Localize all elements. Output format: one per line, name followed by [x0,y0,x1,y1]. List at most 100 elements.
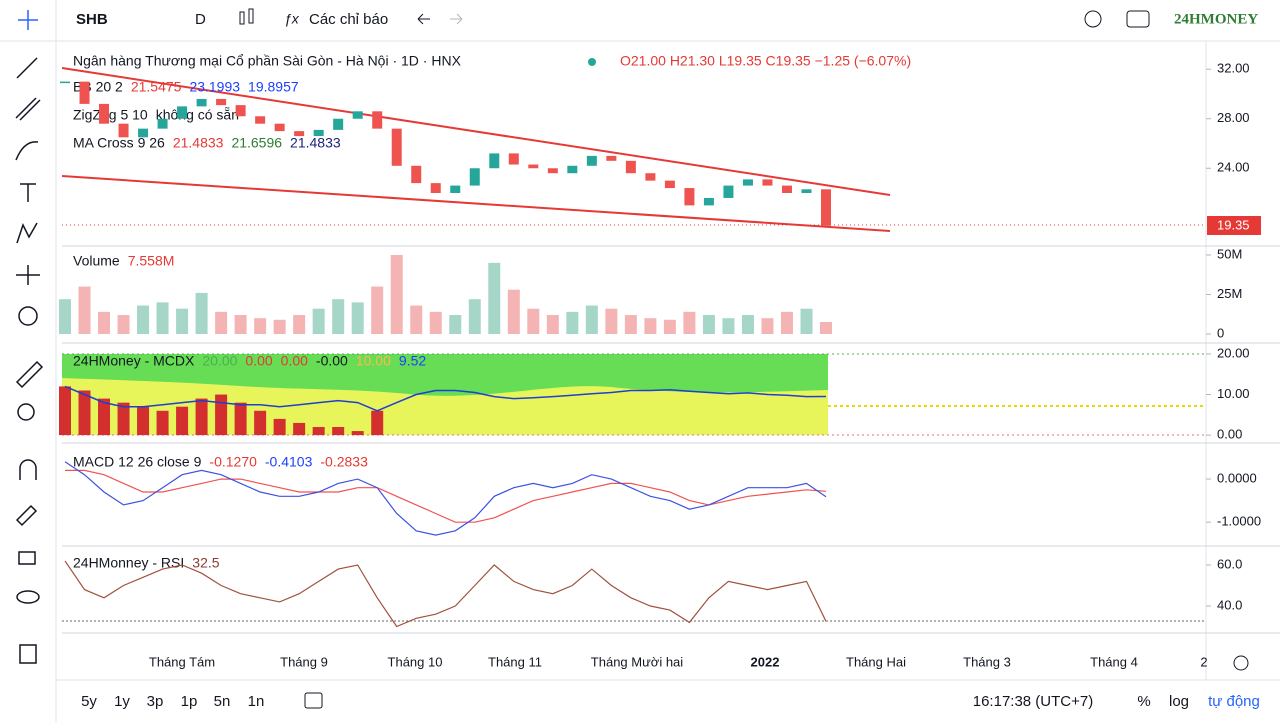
legend-value: 32.5 [192,555,219,571]
volume-bar [254,318,267,334]
time-label: Tháng 10 [388,654,443,669]
candle-icon[interactable] [239,8,254,25]
candle [118,123,129,138]
fib-tool[interactable] [15,97,41,121]
volume-bar [800,308,813,334]
candle [723,185,734,198]
candle [99,103,110,124]
redo[interactable] [450,13,463,25]
crosshair-tool[interactable] [18,10,38,30]
y-tick-label: -1.0000 [1217,514,1261,529]
snapshot[interactable] [1126,10,1150,28]
banker-bar [156,410,169,436]
candle [294,131,305,137]
legend-value: 21.4833 [173,135,224,151]
candle [742,179,753,186]
candle [469,168,480,186]
legend-value: 21.6596 [231,135,282,151]
range-button[interactable]: 5y [81,693,97,710]
rsi-values-line [64,560,827,628]
volume-bar [215,311,228,334]
legend-name: Volume [73,253,120,269]
y-tick-label: 0.0000 [1217,470,1257,485]
percent[interactable]: % [1137,693,1150,710]
volume-bar [390,254,403,334]
candle [235,105,246,117]
candle [664,180,675,189]
auto[interactable]: tự động [1208,693,1260,710]
measure-tool[interactable] [16,265,40,285]
trash-tool[interactable] [19,644,37,664]
volume-bar [78,286,91,334]
volume-bar [702,315,715,334]
visibility-tool[interactable] [16,590,40,604]
brush-tool[interactable] [15,141,39,161]
candle [528,164,539,169]
candle [255,116,266,124]
log[interactable]: log [1169,693,1189,710]
indicators-button[interactable]: Các chỉ báo [309,11,388,28]
volume-bar [449,315,462,334]
volume-bar [273,319,286,334]
range-button[interactable]: 1p [181,693,198,710]
ruler-tool[interactable] [15,360,44,389]
settings[interactable] [1084,10,1102,28]
time-label: 2 [1200,654,1207,669]
undo[interactable] [417,13,430,25]
legend-value: 21.4833 [290,135,341,151]
y-tick-label: 0.00 [1217,427,1242,442]
banker-bar [98,398,111,436]
range-button[interactable]: 5n [214,693,231,710]
time-label: Tháng Mười hai [591,654,683,669]
volume-bar [410,305,423,334]
legend-value: không có sẵn [156,107,239,123]
candle [762,179,773,186]
candle [372,111,383,129]
magnet-tool[interactable] [19,459,37,480]
price-label: 19.35 [1217,217,1250,232]
emoji-tool[interactable] [18,306,38,326]
legend-name: 24HMonney - RSI [73,555,184,571]
text-tool[interactable] [20,183,36,202]
time-label: Tháng 11 [488,654,542,669]
icon-part [248,8,254,24]
candle [547,168,558,174]
range-button[interactable]: 3p [147,693,164,710]
candle [489,153,500,169]
candle [781,185,792,194]
banker-bar [234,402,247,436]
candle [157,118,168,129]
time-axis: Tháng Tám Tháng 9 Tháng 10 Tháng 11 Tháng Mư… [149,654,1208,669]
y-tick-label: 25M [1217,286,1242,301]
lock-draw-tool[interactable] [15,504,38,527]
banker-bar [78,390,91,436]
volume-bar [234,315,247,334]
fx-icon[interactable]: ƒx [284,11,300,27]
brand[interactable]: 24HMONEY [1174,11,1258,27]
candle [508,153,519,165]
channel-lower [61,175,891,232]
legend-value: -0.00 [316,353,348,369]
candle [703,197,714,206]
zoom-tool[interactable] [17,403,35,421]
legend-value: -0.2833 [320,454,368,470]
volume-bar [722,318,735,334]
volume-bar [546,315,559,334]
lock-tool[interactable] [18,551,36,565]
range-button[interactable]: 1y [114,693,130,710]
interval[interactable]: D [195,11,206,28]
axis-settings[interactable] [1233,655,1249,671]
volume-bar [585,305,598,334]
date-range-button[interactable] [304,692,323,709]
trend-line-tool[interactable] [16,57,38,79]
candle [313,129,324,137]
symbol[interactable]: SHB [76,11,108,28]
volume-bar [820,322,832,334]
price-label-bg [1207,216,1261,235]
range-button[interactable]: 1n [248,693,265,710]
candle [196,98,207,107]
volume-bar [351,302,364,334]
pattern-tool[interactable] [16,222,38,244]
